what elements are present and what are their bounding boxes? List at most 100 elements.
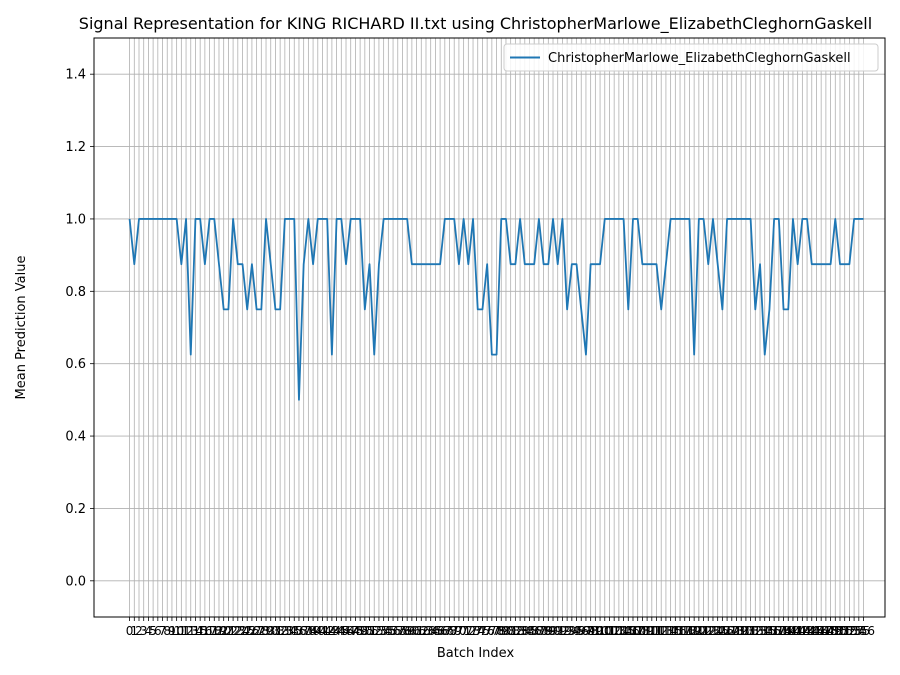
data-point	[166, 218, 168, 220]
x-tick-label: 152	[833, 624, 856, 638]
data-point	[147, 218, 149, 220]
data-point	[848, 263, 850, 265]
data-point	[232, 218, 234, 220]
x-tick-label: 19	[211, 624, 226, 638]
data-point	[279, 308, 281, 310]
x-tick-label: 137	[763, 624, 786, 638]
data-point	[844, 263, 846, 265]
x-tick-label: 40	[310, 624, 325, 638]
data-point	[519, 218, 521, 220]
x-tick-label: 99	[588, 624, 603, 638]
x-tick-label: 101	[593, 624, 616, 638]
x-tick-label: 108	[626, 624, 649, 638]
data-point	[632, 218, 634, 220]
x-tick-label: 46	[338, 624, 353, 638]
x-tick-label: 107	[622, 624, 645, 638]
x-tick-label: 145	[800, 624, 823, 638]
data-point	[702, 218, 704, 220]
data-point	[740, 218, 742, 220]
data-point	[397, 218, 399, 220]
x-tick-label: 147	[810, 624, 833, 638]
x-tick-label: 149	[819, 624, 842, 638]
data-point	[152, 218, 154, 220]
x-tick-label: 138	[767, 624, 790, 638]
x-tick-label: 104	[607, 624, 630, 638]
x-tick-label: 142	[786, 624, 809, 638]
x-tick-label: 143	[791, 624, 814, 638]
data-point	[618, 218, 620, 220]
x-tick-label: 90	[545, 624, 560, 638]
data-point	[401, 218, 403, 220]
data-point	[796, 263, 798, 265]
data-point	[448, 218, 450, 220]
data-point	[735, 218, 737, 220]
x-tick-label: 49	[352, 624, 367, 638]
x-tick-label: 122	[692, 624, 715, 638]
x-tick-label: 28	[254, 624, 269, 638]
x-tick-label: 82	[508, 624, 523, 638]
x-tick-label: 75	[475, 624, 490, 638]
data-point	[862, 218, 864, 220]
x-tick-label: 140	[777, 624, 800, 638]
x-tick-label: 125	[706, 624, 729, 638]
data-point	[429, 263, 431, 265]
data-point	[608, 218, 610, 220]
x-tick-label: 118	[673, 624, 696, 638]
data-point	[265, 218, 267, 220]
x-tick-label: 14	[188, 624, 203, 638]
x-tick-label: 36	[291, 624, 306, 638]
x-tick-label: 87	[531, 624, 546, 638]
legend-box	[503, 43, 879, 72]
data-point	[858, 218, 860, 220]
data-point	[636, 218, 638, 220]
x-tick-label: 113	[650, 624, 673, 638]
x-tick-label: 114	[654, 624, 677, 638]
data-point	[514, 263, 516, 265]
data-point	[825, 263, 827, 265]
data-point	[270, 263, 272, 265]
data-point	[227, 308, 229, 310]
x-tick-label: 94	[564, 624, 579, 638]
data-point	[834, 218, 836, 220]
data-point	[693, 353, 695, 355]
y-tick-label: 0.8	[65, 285, 86, 300]
x-tick-label: 4	[145, 624, 153, 638]
data-point	[707, 263, 709, 265]
x-tick-label: 64	[423, 624, 438, 638]
data-point	[839, 263, 841, 265]
x-tick-label: 133	[744, 624, 767, 638]
x-tick-label: 65	[428, 624, 443, 638]
x-tick-label: 130	[730, 624, 753, 638]
x-tick-label: 120	[683, 624, 706, 638]
data-point	[335, 218, 337, 220]
x-ticks: 0123456789101112131415161718192021222324…	[126, 617, 875, 638]
data-point	[382, 218, 384, 220]
y-tick-label: 0.2	[65, 502, 86, 517]
x-tick-label: 18	[207, 624, 222, 638]
data-point	[208, 218, 210, 220]
x-tick-label: 63	[418, 624, 433, 638]
data-point	[641, 263, 643, 265]
data-point	[815, 263, 817, 265]
x-tick-label: 116	[664, 624, 687, 638]
data-point	[557, 263, 559, 265]
data-point	[580, 308, 582, 310]
data-point	[571, 263, 573, 265]
data-point	[542, 263, 544, 265]
x-tick-label: 12	[178, 624, 193, 638]
x-tick-label: 80	[498, 624, 513, 638]
data-point	[655, 263, 657, 265]
data-point	[302, 263, 304, 265]
x-tick-label: 17	[202, 624, 217, 638]
x-tick-label: 9	[168, 624, 176, 638]
x-tick-label: 89	[541, 624, 556, 638]
x-tick-label: 31	[268, 624, 283, 638]
data-point	[458, 263, 460, 265]
x-tick-label: 106	[617, 624, 640, 638]
data-point	[204, 263, 206, 265]
data-point	[627, 308, 629, 310]
data-point	[566, 308, 568, 310]
data-point	[251, 263, 253, 265]
data-point	[684, 218, 686, 220]
